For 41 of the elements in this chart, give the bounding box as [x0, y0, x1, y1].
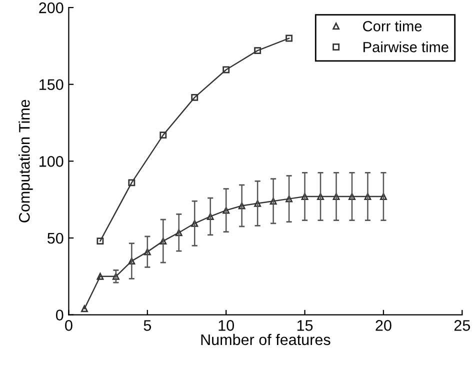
point: [191, 94, 198, 101]
legend-label: Corr time: [363, 20, 422, 32]
point: [364, 193, 372, 200]
point: [112, 272, 120, 280]
point: [191, 220, 198, 227]
point: [238, 202, 246, 210]
point: [254, 47, 262, 54]
point: [301, 193, 308, 200]
point: [348, 193, 356, 200]
point: [80, 305, 88, 312]
y-tick-label: 150: [40, 79, 64, 90]
y-tick-label: 0: [56, 310, 64, 320]
y-axis-title: Computation Time: [18, 100, 33, 222]
x-axis-title: Number of features: [201, 334, 330, 346]
x-tick-label: 15: [297, 320, 313, 331]
point: [222, 66, 230, 74]
point: [380, 193, 387, 200]
point: [270, 198, 277, 205]
x-tick-label: 5: [144, 320, 152, 331]
y-tick-label: 50: [47, 232, 64, 244]
point: [160, 132, 167, 139]
point: [96, 272, 104, 280]
point: [222, 206, 230, 214]
y-tick-label: 200: [39, 2, 64, 14]
point: [206, 213, 214, 220]
x-tick-label: 25: [454, 320, 470, 331]
point: [286, 34, 293, 42]
legend-label: Pairwise time: [364, 42, 448, 52]
point: [96, 238, 104, 245]
point: [175, 229, 182, 236]
x-tick-label: 20: [376, 320, 392, 331]
x-tick-label: 10: [218, 320, 234, 331]
x-tick-label: 0: [65, 320, 72, 331]
point: [128, 179, 136, 186]
point: [144, 248, 151, 256]
y-tick-label: 100: [40, 156, 64, 167]
point: [286, 195, 293, 202]
point: [317, 193, 324, 200]
point: [332, 193, 340, 200]
point: [128, 258, 136, 264]
point: [254, 200, 262, 207]
